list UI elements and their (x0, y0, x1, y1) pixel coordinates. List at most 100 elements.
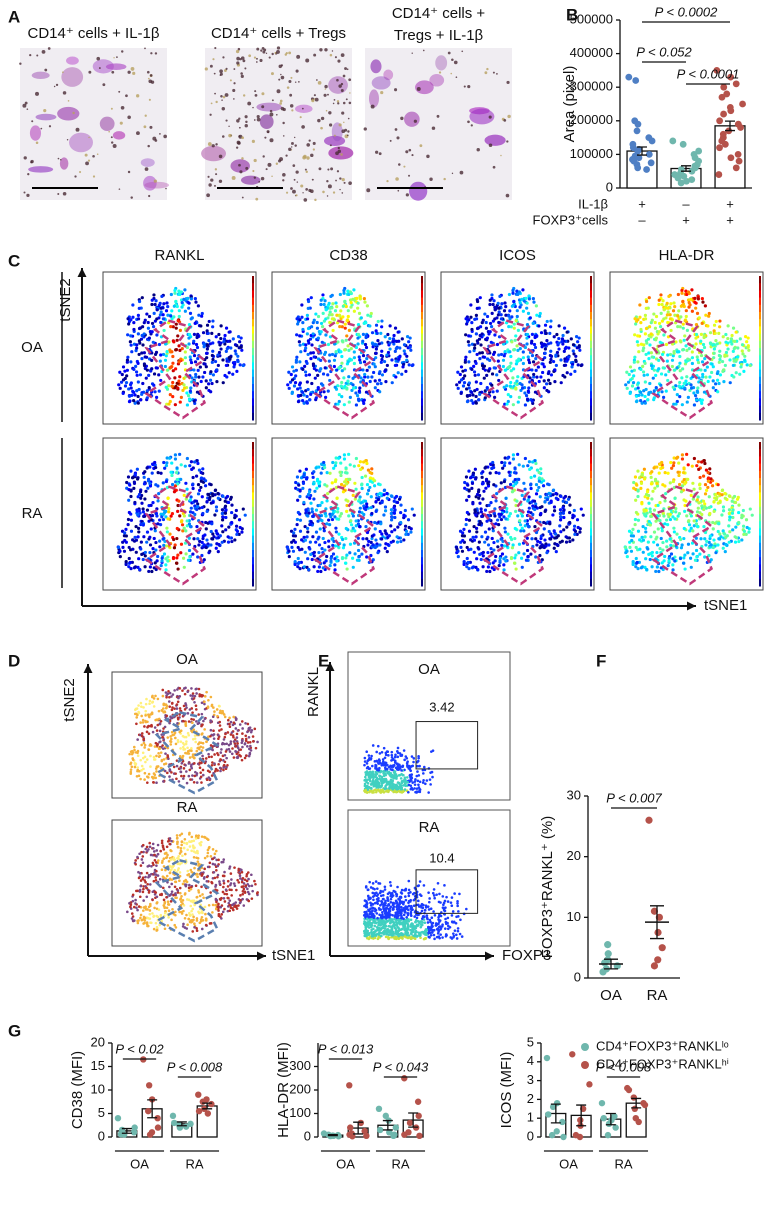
cell-dot (545, 339, 549, 343)
cell-dot (329, 556, 333, 560)
particle (338, 84, 342, 88)
particle (237, 47, 241, 51)
cell-dot (483, 396, 487, 400)
cell-dot (548, 353, 552, 358)
cell-dot (161, 313, 165, 317)
cell-dot (545, 319, 549, 324)
cell-dot (399, 539, 403, 544)
tsne-frame (440, 437, 595, 591)
cell-dot (473, 467, 477, 471)
cell-dot (304, 343, 308, 347)
cell-dot (297, 560, 301, 565)
cell-dot (345, 386, 349, 390)
cell-dot (660, 352, 665, 357)
particle (67, 100, 70, 102)
cell-dot (549, 341, 553, 345)
cell-dot (501, 364, 505, 369)
cell-dot (305, 526, 310, 530)
color-scale (421, 571, 423, 580)
particle (492, 165, 496, 169)
cell-dot (306, 387, 310, 392)
cell-dot (664, 316, 668, 320)
cell-dot (535, 468, 540, 472)
cell-dot (386, 332, 390, 337)
cell-dot (179, 477, 183, 481)
cell-dot (716, 529, 720, 534)
cell-dot (672, 526, 676, 530)
color-scale (590, 391, 592, 399)
color-scale (252, 485, 254, 493)
cell-dot (466, 483, 470, 487)
particle (163, 134, 167, 139)
particle (320, 126, 323, 130)
color-scale (759, 276, 761, 284)
cell-dot (140, 705, 143, 708)
cell-dot (715, 342, 719, 346)
cell-dot (133, 472, 137, 477)
color-scale (759, 514, 761, 522)
cell-dot (360, 475, 364, 480)
particle (245, 166, 249, 170)
particle (242, 94, 246, 97)
cell-dot (671, 479, 675, 484)
cell-dot (530, 332, 535, 336)
cell-dot (365, 537, 369, 541)
particle (29, 53, 32, 57)
cell-dot (352, 464, 356, 468)
cell-dot (480, 475, 484, 479)
cell-dot (475, 557, 479, 561)
color-scale (590, 557, 592, 565)
cell-dot (319, 298, 323, 302)
cell-dot (351, 297, 355, 301)
cell-dot (687, 519, 691, 523)
cell-dot (647, 552, 651, 556)
cell-dot (532, 375, 536, 379)
cell-dot (336, 384, 340, 388)
particle (132, 71, 136, 75)
cell-dot (661, 548, 665, 552)
particle (27, 173, 30, 176)
cell-dot (293, 381, 298, 385)
color-scale (252, 355, 254, 363)
row-label: RA (22, 505, 43, 522)
particle (349, 92, 351, 94)
cell-dot (124, 527, 128, 531)
cell-dot (534, 537, 538, 541)
particle (41, 50, 46, 54)
cell-dot (345, 319, 349, 323)
particle (248, 54, 252, 58)
cell-dot (302, 500, 306, 505)
cell-dot (351, 556, 355, 560)
cell-dot (672, 349, 676, 354)
cell-dot (317, 565, 321, 569)
cell-dot (655, 484, 660, 488)
cell-dot (224, 515, 228, 520)
particle (289, 104, 294, 108)
cell-dot (369, 311, 373, 316)
particle (408, 174, 411, 177)
cell-dot (486, 484, 491, 488)
cell-dot (179, 740, 183, 743)
particle (450, 72, 453, 75)
cell-dot (513, 536, 517, 541)
cell-dot (209, 543, 213, 547)
cell-dot (504, 559, 508, 563)
cell-dot (683, 509, 687, 514)
cell-dot (705, 539, 709, 543)
cell-dot (718, 319, 722, 323)
cell-dot (323, 465, 327, 470)
cell-dot (629, 534, 634, 538)
cell (368, 89, 379, 108)
cell-dot (349, 519, 353, 523)
cell-dot (462, 381, 467, 385)
cell-dot (701, 342, 706, 347)
cell-dot (636, 469, 640, 473)
cell-dot (354, 456, 358, 461)
cell-dot (634, 322, 638, 326)
cell-dot (458, 372, 462, 377)
cell-dot (521, 309, 525, 313)
particle (312, 141, 316, 145)
cell-dot (516, 400, 520, 404)
cell-dot (150, 302, 154, 307)
cell-dot (535, 543, 539, 547)
